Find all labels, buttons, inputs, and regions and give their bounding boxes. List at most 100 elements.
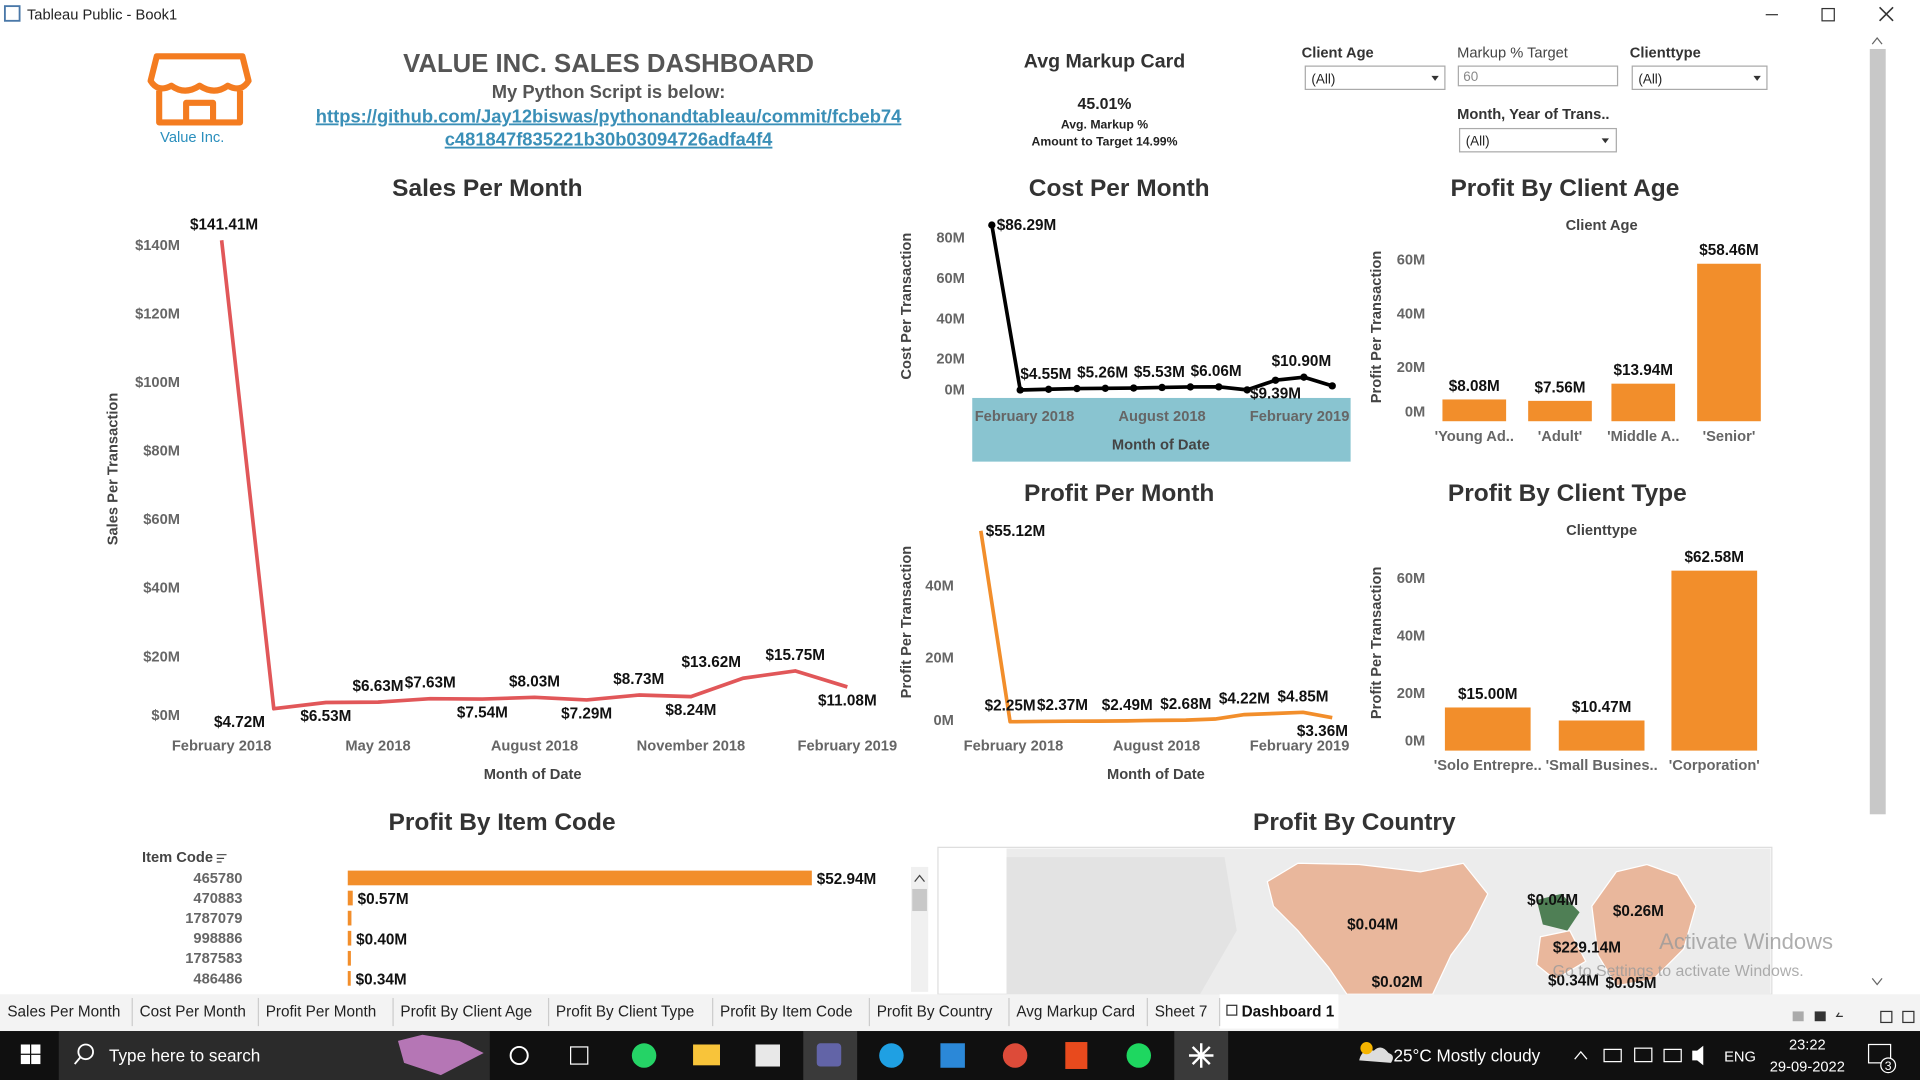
clock-time: 23:22 — [1789, 1037, 1826, 1053]
axis-highlight — [972, 397, 1351, 462]
y-tick-label: 0M — [1405, 734, 1425, 750]
tab[interactable]: Cost Per Month — [140, 1003, 246, 1020]
tab[interactable]: Profit Per Month — [266, 1003, 377, 1020]
y-axis-title: Sales Per Transaction — [106, 393, 122, 546]
x-tick-label: 'Senior' — [1703, 429, 1756, 445]
watermark: Go to Settings to activate Windows. — [1553, 963, 1804, 980]
data-label: $86.29M — [997, 217, 1057, 234]
widgets[interactable] — [570, 1046, 589, 1065]
x-tick-label: February 2019 — [798, 739, 898, 755]
view-button[interactable] — [1792, 1011, 1804, 1022]
y-tick-label: 40M — [925, 578, 954, 594]
data-label: $13.94M — [1613, 362, 1673, 379]
link[interactable]: c481847f835221b30b03094726adfa4f4 — [445, 129, 773, 150]
app-icon[interactable] — [631, 1043, 657, 1068]
tray-icon[interactable] — [1634, 1047, 1653, 1063]
y-tick-label: 20M — [936, 352, 965, 368]
app-icon[interactable] — [755, 1044, 780, 1067]
data-label: $4.22M — [1219, 691, 1270, 708]
data-label: $7.54M — [457, 704, 508, 721]
y-axis-title: Cost Per Transaction — [899, 233, 915, 380]
y-tick-label: 20M — [925, 651, 954, 667]
app-icon[interactable] — [816, 1043, 842, 1067]
point — [988, 221, 996, 229]
point — [1243, 386, 1251, 394]
notifications[interactable] — [1867, 1043, 1892, 1064]
y-tick-label: $40M — [143, 581, 180, 597]
y-tick-label: 0M — [933, 713, 953, 729]
scrollbar[interactable] — [911, 866, 929, 992]
app-icon[interactable] — [1188, 1043, 1214, 1068]
dropdown[interactable] — [1631, 65, 1768, 90]
scroll-up[interactable] — [914, 874, 925, 883]
tab[interactable]: Dashboard 1 — [1242, 1003, 1335, 1020]
data-label: $58.46M — [1699, 242, 1759, 259]
dropdown-arrow — [1753, 75, 1761, 81]
map — [937, 846, 1773, 995]
dropdown-arrow — [1431, 75, 1439, 81]
task-view[interactable] — [509, 1045, 529, 1066]
tab-bar — [0, 994, 1920, 1032]
data-label: $15.00M — [1458, 686, 1518, 703]
tab[interactable]: Sales Per Month — [7, 1003, 120, 1020]
app-icon[interactable] — [879, 1043, 904, 1068]
y-tick-label: 0M — [944, 382, 964, 398]
tab[interactable]: Profit By Client Age — [400, 1003, 532, 1020]
country — [1266, 862, 1489, 995]
scrollbar-thumb[interactable] — [912, 888, 927, 912]
view-button[interactable] — [1880, 1010, 1893, 1024]
bar — [1671, 570, 1758, 751]
text-input[interactable] — [1457, 65, 1619, 87]
active-tab — [1219, 994, 1339, 1029]
view-button[interactable] — [1902, 1010, 1915, 1024]
app-icon[interactable] — [1065, 1042, 1088, 1069]
data-label: $4.55M — [1020, 366, 1071, 383]
scroll-down[interactable] — [1871, 977, 1883, 986]
tab[interactable]: Avg Markup Card — [1016, 1003, 1135, 1020]
y-tick-label: 80M — [936, 231, 965, 247]
nav-button[interactable] — [1835, 1012, 1843, 1017]
weather: 25°C Mostly cloudy — [1393, 1046, 1540, 1066]
y-tick-label: 0M — [1405, 404, 1425, 420]
data-label: $2.25M — [985, 698, 1036, 715]
restore-button[interactable] — [1821, 7, 1835, 22]
map-label: $0.26M — [1613, 903, 1664, 920]
data-label: $2.68M — [1160, 696, 1211, 713]
x-tick-label: 'Solo Entrepre.. — [1434, 758, 1542, 774]
app-icon[interactable] — [1126, 1043, 1152, 1068]
line — [979, 530, 1333, 724]
view-button[interactable] — [1814, 1011, 1826, 1022]
data-label: $141.41M — [190, 216, 258, 233]
landmass — [1006, 857, 1237, 995]
dropdown[interactable] — [1304, 65, 1446, 90]
link[interactable]: https://github.com/Jay12biswas/pythonand… — [316, 105, 902, 126]
logo — [147, 53, 252, 126]
chart-title: Profit Per Month — [1024, 480, 1214, 507]
point — [1328, 382, 1336, 390]
tray-expand[interactable] — [1574, 1050, 1588, 1060]
app-icon[interactable] — [940, 1043, 965, 1068]
x-axis-title: Month of Date — [1107, 767, 1205, 783]
dropdown[interactable] — [1458, 127, 1617, 153]
card-target: Amount to Target 14.99% — [1032, 135, 1178, 149]
x-tick-label: 'Middle A.. — [1607, 429, 1679, 445]
data-label: $0.40M — [356, 931, 407, 948]
tab[interactable]: Sheet 7 — [1155, 1003, 1208, 1020]
scrollbar-thumb[interactable] — [1869, 48, 1886, 815]
tray-icon[interactable] — [1603, 1048, 1622, 1063]
data-label: $4.85M — [1277, 688, 1328, 705]
filter-label: Client Age — [1302, 46, 1374, 62]
data-label: $7.63M — [405, 675, 456, 692]
bar — [347, 930, 352, 946]
app-icon[interactable] — [693, 1044, 720, 1066]
close-button[interactable] — [1879, 6, 1894, 22]
tab[interactable]: Profit By Item Code — [720, 1003, 853, 1020]
y-tick-label: 40M — [936, 311, 965, 327]
start-button[interactable] — [20, 1044, 41, 1065]
app-icon[interactable] — [1002, 1043, 1028, 1068]
point — [1271, 376, 1280, 384]
tab[interactable]: Profit By Client Type — [556, 1003, 694, 1020]
scroll-up[interactable] — [1871, 36, 1883, 45]
tray-icon[interactable] — [1663, 1048, 1682, 1063]
tab[interactable]: Profit By Country — [877, 1003, 993, 1020]
